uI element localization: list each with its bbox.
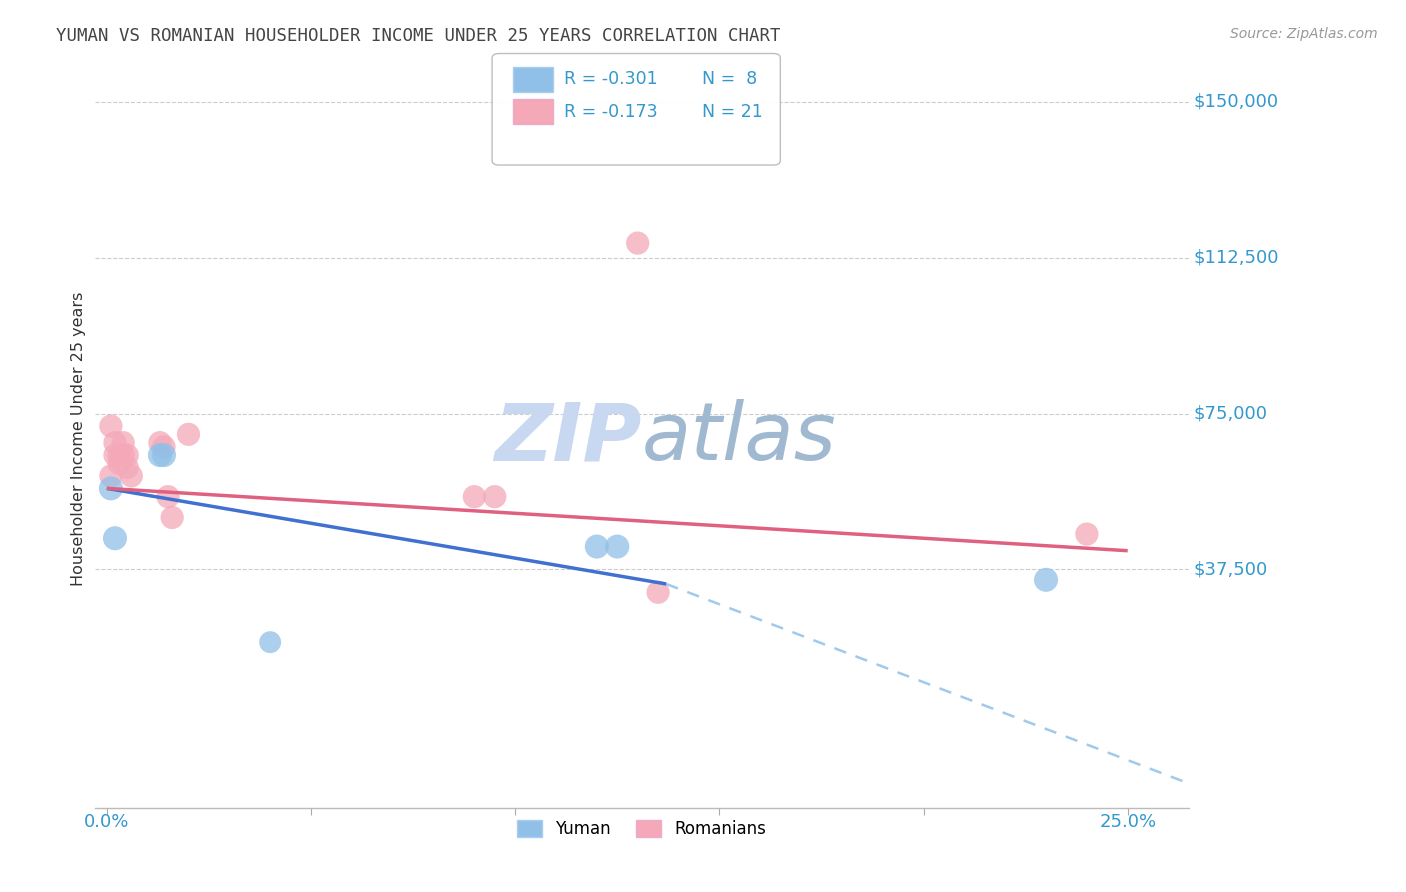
Point xyxy=(647,585,669,599)
Text: ZIP: ZIP xyxy=(495,400,641,477)
Point xyxy=(108,457,131,471)
Point xyxy=(149,448,172,462)
Point xyxy=(259,635,281,649)
Point xyxy=(100,469,122,483)
Point xyxy=(484,490,506,504)
Point xyxy=(606,540,628,554)
Text: 0.0%: 0.0% xyxy=(84,813,129,830)
Text: R = -0.301: R = -0.301 xyxy=(564,70,658,88)
Legend: Yuman, Romanians: Yuman, Romanians xyxy=(510,813,773,845)
Text: $37,500: $37,500 xyxy=(1194,560,1267,578)
Point xyxy=(160,510,183,524)
Point xyxy=(112,448,135,462)
Y-axis label: Householder Income Under 25 years: Householder Income Under 25 years xyxy=(72,292,86,586)
Text: $112,500: $112,500 xyxy=(1194,249,1278,267)
Point xyxy=(104,448,127,462)
Point xyxy=(104,435,127,450)
Point xyxy=(153,440,176,454)
Point xyxy=(120,469,142,483)
Text: atlas: atlas xyxy=(641,400,837,477)
Point xyxy=(100,481,122,495)
Text: N =  8: N = 8 xyxy=(702,70,756,88)
Point xyxy=(149,435,172,450)
Point xyxy=(153,448,176,462)
Text: 25.0%: 25.0% xyxy=(1099,813,1156,830)
Point xyxy=(177,427,200,442)
Text: Source: ZipAtlas.com: Source: ZipAtlas.com xyxy=(1230,27,1378,41)
Text: YUMAN VS ROMANIAN HOUSEHOLDER INCOME UNDER 25 YEARS CORRELATION CHART: YUMAN VS ROMANIAN HOUSEHOLDER INCOME UND… xyxy=(56,27,780,45)
Text: N = 21: N = 21 xyxy=(702,103,762,120)
Point xyxy=(108,448,131,462)
Point xyxy=(585,540,607,554)
Point xyxy=(157,490,180,504)
Text: $75,000: $75,000 xyxy=(1194,405,1267,423)
Point xyxy=(463,490,485,504)
Point xyxy=(627,236,650,251)
Point xyxy=(100,419,122,434)
Point xyxy=(104,531,127,545)
Text: $150,000: $150,000 xyxy=(1194,93,1278,111)
Point xyxy=(115,460,138,475)
Point xyxy=(112,435,135,450)
Text: R = -0.173: R = -0.173 xyxy=(564,103,658,120)
Point xyxy=(115,448,138,462)
Point xyxy=(1035,573,1057,587)
Point xyxy=(1076,527,1098,541)
